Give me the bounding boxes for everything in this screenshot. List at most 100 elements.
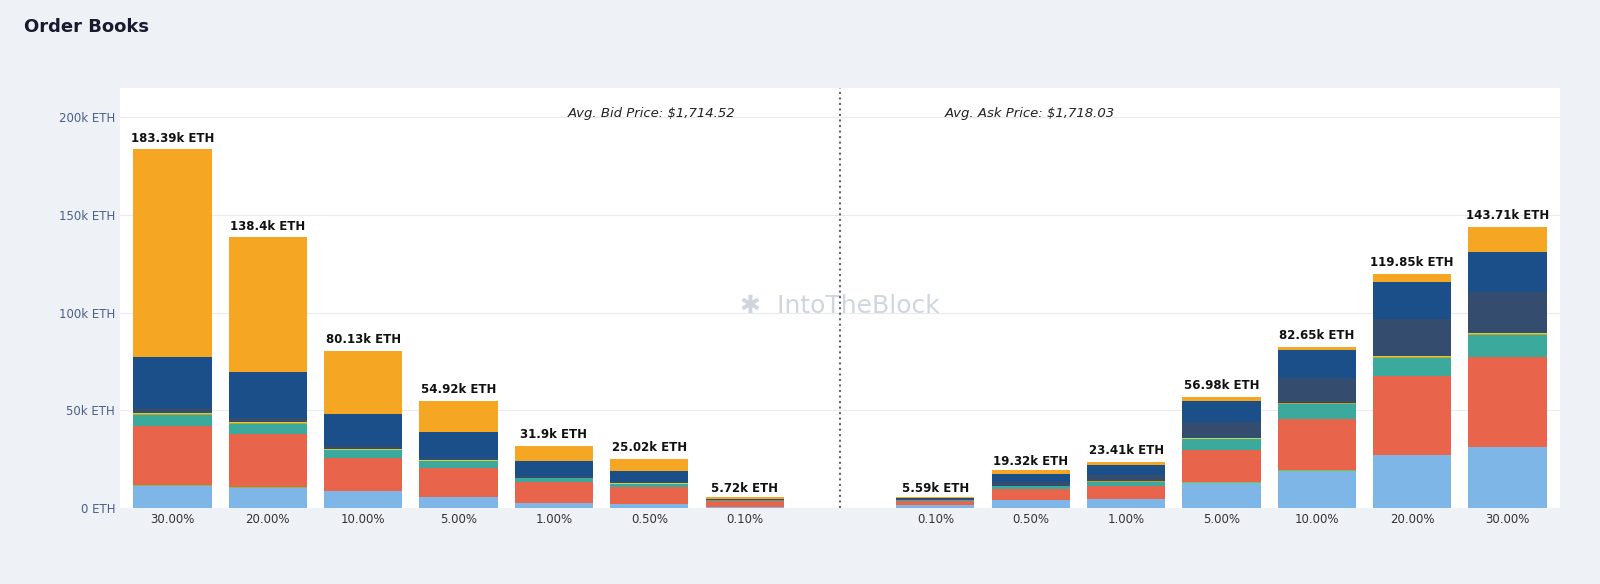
Bar [896, 501, 974, 505]
Bar [229, 238, 307, 371]
Bar [706, 497, 784, 499]
Bar [1469, 334, 1547, 335]
Bar [1469, 333, 1547, 334]
Bar [515, 482, 594, 503]
Bar [610, 504, 688, 508]
Bar [1469, 447, 1547, 508]
Bar [1278, 419, 1355, 471]
Bar [896, 500, 974, 501]
Bar [1086, 463, 1165, 465]
Text: 54.92k ETH: 54.92k ETH [421, 383, 496, 396]
Text: 143.71k ETH: 143.71k ETH [1466, 209, 1549, 222]
Bar [1182, 439, 1261, 450]
Bar [1086, 499, 1165, 508]
Bar [325, 449, 402, 450]
Bar [133, 485, 211, 508]
Bar [1373, 456, 1451, 508]
Bar [896, 498, 974, 499]
Bar [610, 459, 688, 471]
Bar [229, 422, 307, 423]
Bar [992, 486, 1070, 489]
Bar [1373, 358, 1451, 376]
Bar [1373, 376, 1451, 454]
Bar [229, 487, 307, 488]
Bar [1373, 319, 1451, 356]
Bar [1086, 475, 1165, 481]
Text: 80.13k ETH: 80.13k ETH [326, 333, 400, 346]
Bar [325, 492, 402, 508]
Bar [610, 484, 688, 488]
Bar [1182, 401, 1261, 422]
Bar [992, 470, 1070, 474]
Bar [133, 414, 211, 415]
Bar [419, 432, 498, 458]
Bar [1278, 378, 1355, 402]
Text: Avg. Ask Price: $1,718.03: Avg. Ask Price: $1,718.03 [946, 106, 1115, 120]
Bar [229, 434, 307, 487]
Bar [610, 488, 688, 504]
Bar [992, 482, 1070, 486]
Bar [229, 371, 307, 418]
Bar [1469, 252, 1547, 292]
Text: 138.4k ETH: 138.4k ETH [230, 220, 306, 232]
Bar [133, 408, 211, 413]
Bar [133, 150, 211, 357]
Bar [1373, 283, 1451, 319]
Bar [1373, 274, 1451, 283]
Text: 119.85k ETH: 119.85k ETH [1371, 256, 1454, 269]
Bar [325, 450, 402, 458]
Text: 183.39k ETH: 183.39k ETH [131, 131, 214, 144]
Bar [706, 507, 784, 508]
Bar [992, 500, 1070, 508]
Text: 19.32k ETH: 19.32k ETH [994, 456, 1069, 468]
Bar [1278, 404, 1355, 419]
Text: 31.9k ETH: 31.9k ETH [520, 428, 587, 441]
Bar [515, 503, 594, 508]
Bar [1086, 465, 1165, 475]
Text: 56.98k ETH: 56.98k ETH [1184, 379, 1259, 392]
Bar [325, 352, 402, 414]
Bar [610, 482, 688, 484]
Bar [896, 499, 974, 500]
Bar [229, 423, 307, 425]
Bar [1469, 357, 1547, 447]
Text: 5.59k ETH: 5.59k ETH [902, 482, 970, 495]
Bar [610, 471, 688, 482]
Bar [419, 458, 498, 460]
Text: Order Books: Order Books [24, 18, 149, 36]
Bar [133, 426, 211, 485]
Bar [515, 461, 594, 477]
Bar [419, 498, 498, 508]
Bar [229, 488, 307, 508]
Bar [896, 497, 974, 498]
Bar [706, 500, 784, 507]
Bar [515, 446, 594, 461]
Bar [1469, 335, 1547, 357]
Text: Avg. Bid Price: $1,714.52: Avg. Bid Price: $1,714.52 [568, 106, 734, 120]
Text: 25.02k ETH: 25.02k ETH [611, 442, 686, 454]
Bar [992, 489, 1070, 500]
Text: 23.41k ETH: 23.41k ETH [1088, 444, 1163, 457]
Bar [133, 413, 211, 414]
Bar [1278, 402, 1355, 404]
Bar [419, 468, 498, 497]
Bar [1182, 397, 1261, 401]
Bar [1086, 486, 1165, 499]
Bar [896, 505, 974, 508]
Bar [1278, 471, 1355, 508]
Bar [1469, 292, 1547, 333]
Bar [515, 478, 594, 482]
Bar [325, 414, 402, 446]
Bar [229, 425, 307, 434]
Bar [1182, 450, 1261, 482]
Text: ✱  IntoTheBlock: ✱ IntoTheBlock [741, 294, 939, 318]
Bar [515, 477, 594, 478]
Bar [992, 474, 1070, 482]
Bar [1278, 350, 1355, 378]
Bar [325, 446, 402, 449]
Bar [1373, 454, 1451, 456]
Bar [1469, 227, 1547, 252]
Bar [229, 418, 307, 422]
Bar [419, 401, 498, 432]
Bar [1373, 357, 1451, 358]
